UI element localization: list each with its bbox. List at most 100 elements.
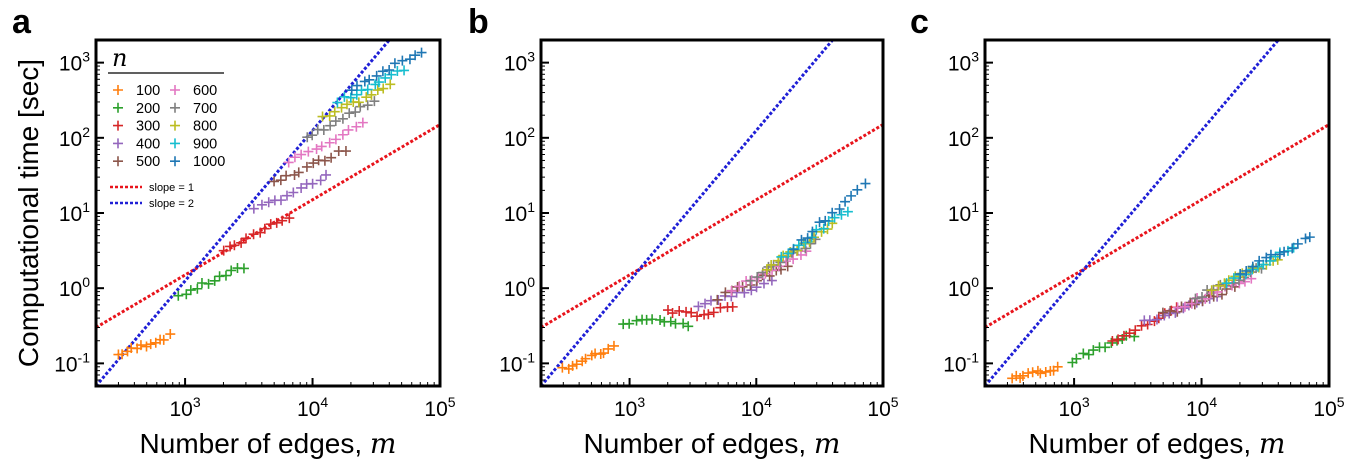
tick-base: 10 (741, 398, 764, 421)
data-marker (141, 341, 152, 352)
x-axis-label-text: Number of edges, (584, 428, 814, 459)
data-marker (324, 137, 335, 148)
series-n-400 (693, 275, 777, 312)
plot-area (985, 40, 1329, 386)
reference-line-slope-1 (96, 123, 440, 329)
tick-base: 10 (504, 128, 527, 151)
data-marker (1247, 261, 1258, 272)
tick-base: 10 (948, 53, 971, 76)
y-tick-label: 103 (504, 49, 535, 76)
y-tick-label: 102 (948, 124, 979, 151)
y-tick-label: 100 (59, 274, 90, 301)
data-marker (389, 58, 400, 69)
x-axis-label-var: m (1259, 427, 1286, 460)
data-marker (226, 265, 237, 276)
plot-area (541, 40, 883, 386)
tick-exponent: 2 (527, 124, 535, 140)
data-marker (727, 301, 738, 312)
data-marker (350, 107, 361, 118)
series-n-1000 (346, 47, 427, 96)
series-n-700 (302, 96, 380, 143)
data-marker (351, 80, 362, 91)
panel-letter: a (12, 3, 32, 41)
data-marker (326, 152, 337, 163)
data-marker (1230, 271, 1241, 282)
data-marker (135, 340, 146, 351)
series-n-100 (113, 329, 176, 360)
series-n-300 (662, 301, 738, 322)
data-marker (683, 321, 694, 332)
data-marker (351, 121, 362, 132)
legend-label: 900 (193, 136, 217, 152)
data-marker (283, 157, 294, 168)
legend-label: 300 (136, 119, 160, 135)
y-tick-label: 101 (948, 199, 979, 226)
tick-base: 10 (504, 203, 527, 226)
data-marker (362, 84, 373, 95)
y-tick-label: 101 (504, 199, 535, 226)
data-marker (307, 178, 318, 189)
data-marker (1088, 345, 1099, 356)
data-marker (782, 261, 793, 272)
tick-base: 10 (59, 128, 82, 151)
reference-line-slope-1 (541, 123, 883, 329)
data-marker (265, 219, 276, 230)
data-marker (284, 213, 295, 224)
x-tick-label: 103 (1059, 394, 1090, 421)
data-marker (351, 89, 362, 100)
legend-marker (170, 138, 180, 149)
tick-base: 10 (943, 353, 966, 376)
tick-exponent: -1 (523, 349, 536, 365)
legend-marker (113, 102, 123, 113)
tick-base: 10 (59, 278, 82, 301)
y-tick-label: 102 (504, 124, 535, 151)
plot-area (96, 40, 440, 386)
data-marker (655, 314, 666, 325)
tick-base: 10 (54, 353, 77, 376)
data-marker (337, 129, 348, 140)
data-marker (386, 69, 397, 80)
x-tick-label: 103 (614, 394, 645, 421)
legend-label: 200 (136, 101, 160, 117)
data-marker (783, 248, 794, 259)
x-axis-label: Number of edges, m (140, 427, 397, 460)
data-marker (1206, 285, 1217, 296)
tick-exponent: 3 (1082, 394, 1090, 410)
data-marker (359, 76, 370, 87)
legend-label: 500 (136, 154, 160, 170)
data-marker (229, 240, 240, 251)
data-marker (1106, 337, 1117, 348)
data-marker (624, 318, 635, 329)
data-marker (346, 85, 357, 96)
tick-exponent: 2 (971, 124, 979, 140)
data-marker (1052, 361, 1063, 372)
data-marker (372, 85, 383, 96)
legend-label: 400 (136, 136, 160, 152)
data-marker (840, 196, 851, 207)
data-marker (834, 203, 845, 214)
tick-exponent: 3 (82, 49, 90, 65)
data-marker (416, 47, 427, 58)
data-marker (1287, 243, 1298, 254)
data-marker (330, 134, 341, 145)
tick-base: 10 (504, 53, 527, 76)
tick-exponent: 3 (193, 394, 201, 410)
data-marker (275, 195, 286, 206)
x-tick-label: 105 (1313, 394, 1344, 421)
data-marker (761, 264, 772, 275)
series-n-900 (332, 65, 410, 108)
data-marker (181, 289, 192, 300)
data-marker (321, 169, 332, 180)
series-n-300 (218, 213, 295, 256)
data-marker (319, 155, 330, 166)
data-marker (758, 278, 769, 289)
data-marker (1071, 353, 1082, 364)
legend-marker (113, 85, 123, 95)
tick-base: 10 (59, 53, 82, 76)
y-tick-label: 103 (948, 49, 979, 76)
data-marker (693, 301, 704, 312)
y-axis-label: Computational time [sec] (13, 59, 44, 367)
data-marker (318, 124, 329, 135)
data-marker (807, 226, 818, 237)
